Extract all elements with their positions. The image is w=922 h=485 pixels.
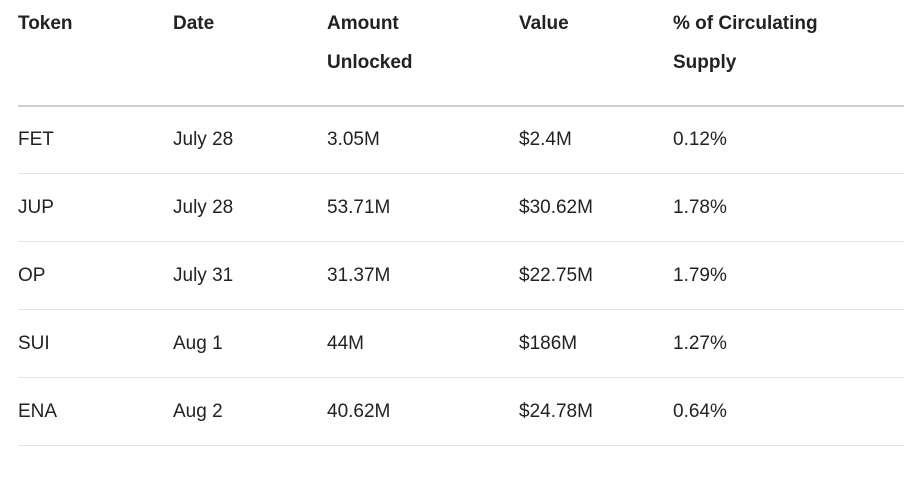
- table-row: OP July 31 31.37M $22.75M 1.79%: [18, 241, 904, 310]
- table-row: FET July 28 3.05M $2.4M 0.12%: [18, 106, 904, 174]
- token-unlock-table-container: Token Date Amount Unlocked Value % of Ci…: [18, 0, 904, 446]
- cell-circulating-supply-percent: 1.79%: [673, 241, 904, 310]
- cell-circulating-supply-percent: 0.64%: [673, 377, 904, 446]
- cell-date: July 31: [173, 241, 327, 310]
- cell-token: OP: [18, 241, 173, 310]
- cell-token: JUP: [18, 173, 173, 242]
- cell-amount-unlocked: 31.37M: [327, 241, 519, 310]
- cell-circulating-supply-percent: 0.12%: [673, 106, 904, 174]
- table-header: Token Date Amount Unlocked Value % of Ci…: [18, 0, 904, 107]
- cell-amount-unlocked: 44M: [327, 309, 519, 378]
- cell-date: Aug 2: [173, 377, 327, 446]
- cell-token: SUI: [18, 309, 173, 378]
- cell-date: July 28: [173, 173, 327, 242]
- cell-value: $22.75M: [519, 241, 673, 310]
- token-unlock-table: Token Date Amount Unlocked Value % of Ci…: [18, 0, 904, 446]
- table-row: ENA Aug 2 40.62M $24.78M 0.64%: [18, 377, 904, 446]
- cell-token: FET: [18, 106, 173, 174]
- column-header-token: Token: [18, 0, 173, 107]
- cell-amount-unlocked: 40.62M: [327, 377, 519, 446]
- column-header-circulating-supply-percent: % of Circulating Supply: [673, 0, 904, 107]
- cell-amount-unlocked: 3.05M: [327, 106, 519, 174]
- column-header-value: Value: [519, 0, 673, 107]
- cell-date: July 28: [173, 106, 327, 174]
- cell-value: $30.62M: [519, 173, 673, 242]
- table-body: FET July 28 3.05M $2.4M 0.12% JUP July 2…: [18, 106, 904, 446]
- table-header-row: Token Date Amount Unlocked Value % of Ci…: [18, 0, 904, 107]
- table-row: SUI Aug 1 44M $186M 1.27%: [18, 309, 904, 378]
- column-header-date: Date: [173, 0, 327, 107]
- cell-value: $186M: [519, 309, 673, 378]
- cell-value: $2.4M: [519, 106, 673, 174]
- cell-value: $24.78M: [519, 377, 673, 446]
- cell-token: ENA: [18, 377, 173, 446]
- column-header-amount-unlocked: Amount Unlocked: [327, 0, 519, 107]
- cell-amount-unlocked: 53.71M: [327, 173, 519, 242]
- table-row: JUP July 28 53.71M $30.62M 1.78%: [18, 173, 904, 242]
- cell-circulating-supply-percent: 1.78%: [673, 173, 904, 242]
- cell-circulating-supply-percent: 1.27%: [673, 309, 904, 378]
- cell-date: Aug 1: [173, 309, 327, 378]
